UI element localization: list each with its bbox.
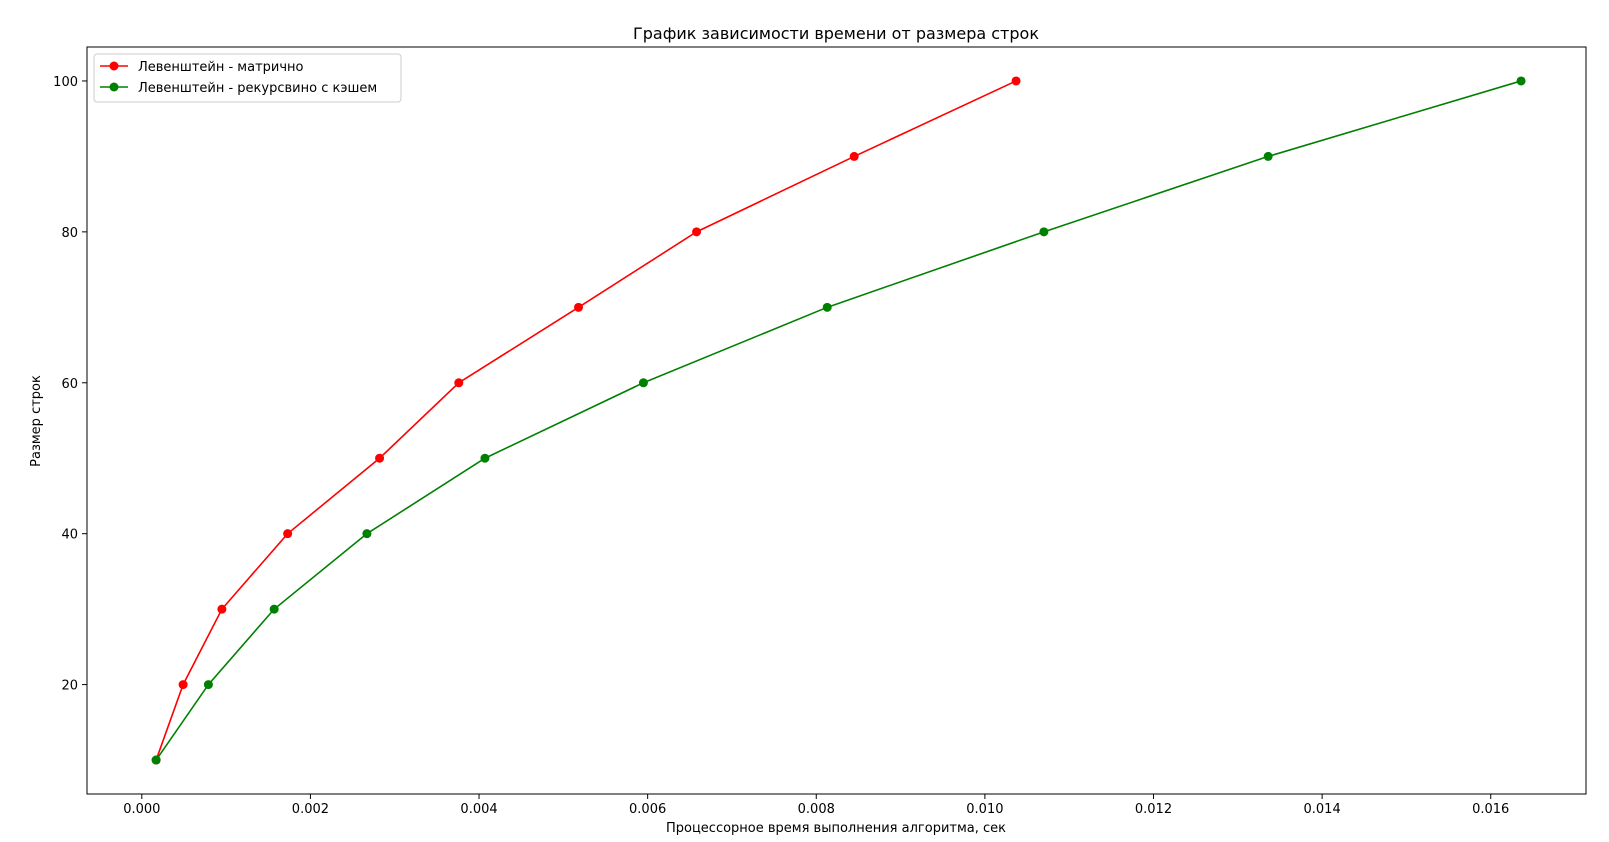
x-tick-label: 0.008 (798, 802, 835, 817)
series-2-point (269, 604, 279, 614)
legend-box (93, 53, 402, 103)
plot-area: 0.000 0.002 0.004 0.006 0.008 0.010 0.012 0.014… (53, 75, 1526, 817)
chart-title: График зависимости времени от размера ст… (633, 24, 1039, 43)
series-2-point (203, 680, 213, 690)
series-1-point (178, 680, 188, 690)
x-tick-label: 0.000 (123, 802, 160, 817)
series-line-2 (155, 80, 1522, 761)
series-1-point (375, 453, 385, 463)
x-tick-label: 0.010 (966, 802, 1003, 817)
series-2-point (1516, 76, 1526, 86)
legend-label-2: Левенштейн - рекурсвино с кэшем (138, 81, 377, 96)
series-1-point (283, 529, 293, 539)
y-tick-label: 20 (61, 679, 78, 694)
legend: Левенштейн - матрично Левенштейн - рекурс… (93, 53, 402, 103)
series-1-point (849, 151, 859, 161)
series-2-point (480, 453, 490, 463)
y-tick-label: 100 (53, 75, 78, 90)
series-2-point (362, 529, 372, 539)
y-tick-label: 40 (61, 528, 78, 543)
series-1-point (217, 604, 227, 614)
x-axis-title: Процессорное время выполнения алгоритма,… (666, 821, 1006, 836)
x-tick-label: 0.012 (1135, 802, 1172, 817)
x-tick-label: 0.016 (1472, 802, 1509, 817)
series-line-1 (155, 80, 1017, 761)
series-1-point (1011, 76, 1021, 86)
series-1-point (692, 227, 702, 237)
x-tick-label: 0.006 (629, 802, 666, 817)
x-tick-label: 0.004 (460, 802, 497, 817)
series-2-point (1263, 151, 1273, 161)
x-tick-label: 0.002 (292, 802, 329, 817)
series-1-point (454, 378, 464, 388)
y-tick-label: 60 (61, 377, 78, 392)
legend-marker-2 (109, 82, 119, 92)
series-2-point (822, 302, 832, 312)
y-tick-label: 80 (61, 226, 78, 241)
legend-label-1: Левенштейн - матрично (138, 60, 304, 75)
x-tick-label: 0.014 (1304, 802, 1341, 817)
legend-marker-1 (109, 61, 119, 71)
series-2-point (151, 755, 161, 765)
y-axis-title: Размер строк (29, 375, 44, 467)
series-2-point (1039, 227, 1049, 237)
series-1-point (574, 302, 584, 312)
plot-frame (86, 46, 1587, 795)
series-2-point (638, 378, 648, 388)
